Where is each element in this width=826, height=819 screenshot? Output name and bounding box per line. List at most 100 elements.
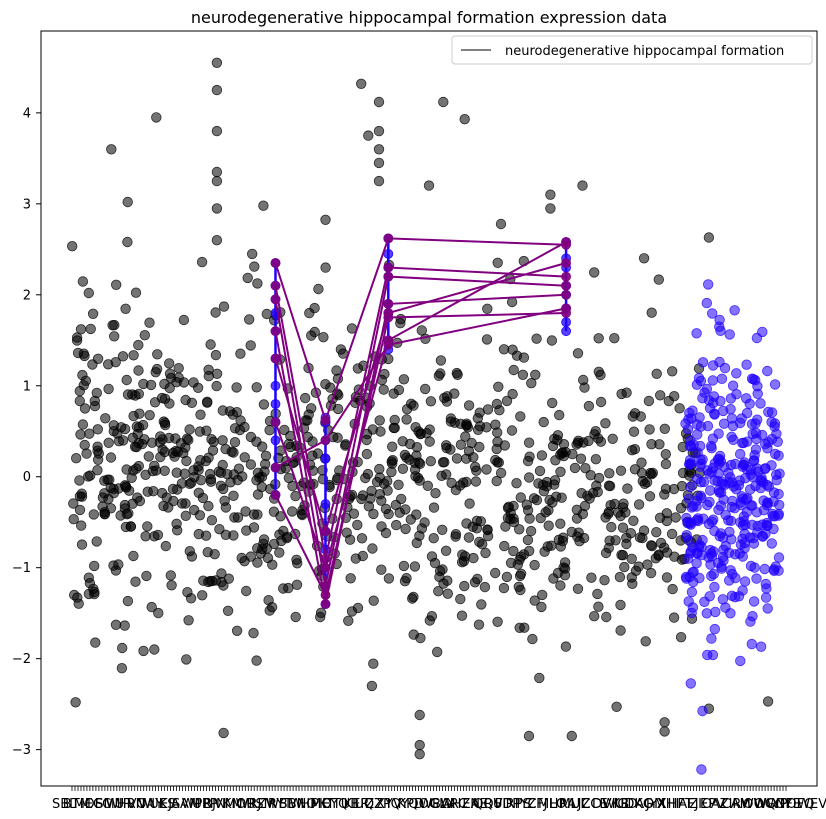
scatter-point [408,591,419,603]
scatter-point [580,463,591,474]
scatter-point [81,448,92,459]
x-tick-label: WRJ [236,797,262,812]
scatter-point [468,452,479,463]
scatter-point [537,589,548,601]
scatter-point [555,449,566,460]
scatter-point [522,534,534,546]
highlight-point [746,638,758,650]
scatter-point [266,602,278,613]
scatter-point [501,395,513,407]
scatter-point [228,530,239,541]
scatter-point [577,180,588,191]
scatter-point [586,572,597,583]
scatter-point [481,464,492,475]
scatter-point [659,423,671,435]
scatter-point [123,485,135,496]
x-tick-label: CCE [581,797,607,812]
scatter-point [670,512,681,523]
scatter-point [615,625,626,636]
scatter-point [543,520,554,531]
scatter-point [196,256,208,268]
scatter-point [376,521,387,532]
scatter-point [644,424,655,435]
scatter-point [126,472,137,484]
scatter-point [211,57,223,69]
scatter-point [318,332,329,343]
scatter-point [89,588,100,600]
scatter-point [74,504,86,516]
scatter-point [536,601,547,613]
scatter-point [460,431,471,442]
highlight-point [706,443,717,454]
scatter-point [229,512,240,523]
scatter-point [267,559,278,570]
scatter-point [119,423,131,435]
scatter-point [151,363,163,375]
plot-frame [40,30,818,787]
scatter-point [461,420,472,431]
scatter-point [467,521,479,533]
scatter-point [200,530,212,541]
scatter-point [529,595,540,606]
scatter-point [122,236,133,248]
scatter-point [633,561,644,572]
x-tick-label: QOG [408,797,439,812]
scatter-point [181,654,192,665]
x-tick-label: TUB [332,797,359,812]
scatter-point [131,441,142,453]
scatter-point [228,447,239,458]
scatter-point [388,422,400,434]
highlight-point [755,398,766,409]
scatter-point [183,615,194,626]
scatter-point [388,388,399,399]
scatter-point [176,498,188,509]
scatter-point [642,559,653,570]
scatter-point [72,347,84,359]
scatter-point [139,330,151,341]
highlight-point [766,433,778,445]
scatter-point [345,573,356,584]
scatter-point [511,478,522,489]
scatter-point [374,415,385,426]
scatter-point [88,560,100,572]
scatter-point [108,331,120,342]
scatter-point [231,382,242,393]
scatter-point [245,459,257,470]
scatter-point [110,279,122,291]
scatter-point [531,333,542,344]
scatter-point [419,517,430,528]
scatter-point [626,572,638,583]
scatter-point [440,545,452,557]
scatter-point [166,580,177,591]
scatter-point [519,622,530,633]
lines-layer [270,233,571,609]
highlight-point [716,563,727,574]
scatter-point [146,601,157,613]
scatter-point [158,500,169,512]
scatter-point [481,422,492,433]
scatter-point [536,450,548,461]
scatter-point [438,578,449,589]
scatter-point [557,535,569,547]
scatter-point [252,278,263,289]
highlight-point [773,552,785,563]
x-tick-label: AAM [171,797,200,812]
scatter-point [521,499,533,510]
connection-point [270,489,281,500]
scatter-point [661,572,673,583]
connection-point [561,271,571,282]
scatter-point [530,369,541,381]
highlight-point [735,655,746,667]
connection-point [383,271,394,282]
scatter-point [655,390,666,401]
scatter-point [455,439,467,450]
scatter-point [644,491,656,502]
scatter-point [523,730,535,742]
highlight-point [750,375,761,386]
scatter-point [452,369,463,381]
scatter-point [99,508,110,520]
scatter-point [363,130,374,141]
x-tick-label: DKG [624,797,653,812]
scatter-point [396,493,407,505]
scatter-point [376,564,387,575]
